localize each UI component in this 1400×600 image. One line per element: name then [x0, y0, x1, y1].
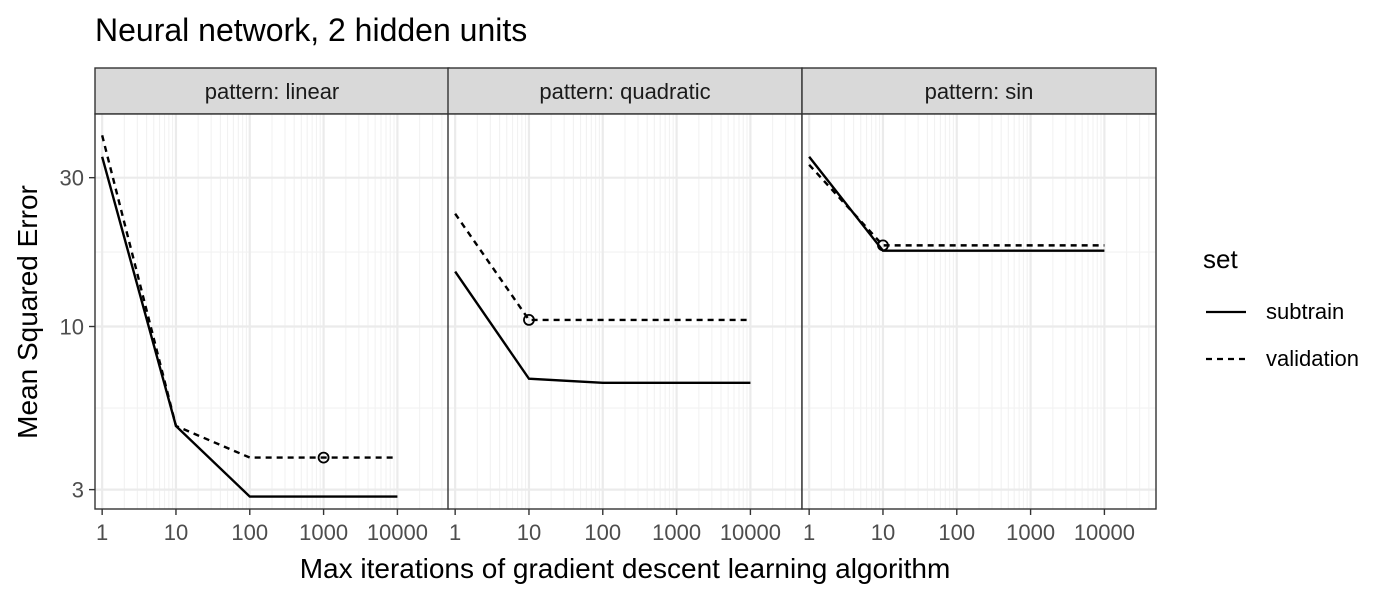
y-tick-label: 10: [60, 315, 84, 340]
series-line-validation: [100, 135, 398, 459]
facet-panel-0: pattern: linear 1 10 100 1000 10000: [94, 67, 450, 545]
x-axis-title: Max iterations of gradient descent learn…: [300, 553, 951, 584]
chart-title: Neural network, 2 hidden units: [95, 12, 527, 48]
facet-strip-2: [801, 67, 1157, 115]
series-line-validation: [454, 212, 751, 322]
x-tick-label: 10000: [720, 520, 781, 545]
y-tick-label: 30: [60, 166, 84, 191]
legend-label-subtrain: subtrain: [1266, 299, 1344, 324]
y-axis: 3 10 30: [60, 166, 95, 503]
x-tick-label: 1: [449, 520, 461, 545]
x-tick-label: 1: [96, 520, 108, 545]
facet-panel-2: pattern: sin 1 10 100 1000 10000: [801, 67, 1157, 545]
facet-strip-label: pattern: quadratic: [539, 79, 710, 104]
min-validation-point: [317, 451, 330, 464]
x-tick-label: 100: [584, 520, 621, 545]
x-tick-label: 10: [871, 520, 895, 545]
x-tick-label: 10: [164, 520, 188, 545]
legend-title: set: [1203, 244, 1238, 274]
x-tick-label: 1000: [1006, 520, 1055, 545]
x-tick-label: 100: [938, 520, 975, 545]
x-tick-label: 1: [803, 520, 815, 545]
series-line-subtrain: [454, 270, 751, 384]
legend: set subtrain validation: [1203, 244, 1359, 371]
x-tick-label: 10: [517, 520, 541, 545]
series-line-subtrain: [100, 156, 398, 498]
x-tick-label: 10000: [367, 520, 428, 545]
legend-label-validation: validation: [1266, 346, 1359, 371]
facet-strip-1: [447, 67, 803, 115]
y-tick-label: 3: [72, 478, 84, 503]
x-tick-label: 1000: [299, 520, 348, 545]
facet-panel-1: pattern: quadratic 1 10 100 1000 10000: [447, 67, 803, 545]
min-validation-point: [523, 313, 535, 326]
x-tick-label: 1000: [652, 520, 701, 545]
min-validation-point: [877, 239, 889, 252]
facet-strip-label: pattern: linear: [205, 79, 340, 104]
panel-border: [801, 113, 1157, 510]
x-tick-label: 10000: [1074, 520, 1135, 545]
facet-strip-label: pattern: sin: [925, 79, 1034, 104]
series-line-subtrain: [808, 156, 1105, 252]
y-axis-title: Mean Squared Error: [12, 185, 43, 439]
x-tick-label: 100: [231, 520, 268, 545]
facet-strip-0: [94, 67, 450, 115]
